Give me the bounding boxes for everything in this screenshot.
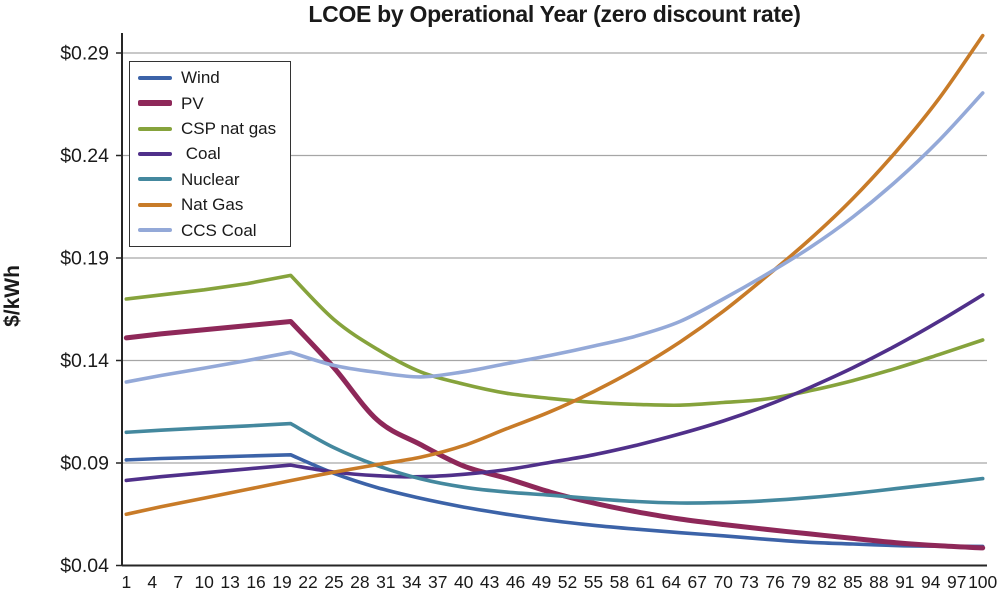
y-tick-label: $0.19 bbox=[60, 248, 109, 270]
series-line-csp-nat-gas bbox=[124, 273, 985, 408]
legend-label: Wind bbox=[181, 68, 220, 88]
x-tick-label: 16 bbox=[246, 572, 265, 592]
x-tick-label: 13 bbox=[220, 572, 239, 592]
x-tick-label: 4 bbox=[147, 572, 157, 592]
x-tick-label: 73 bbox=[739, 572, 758, 592]
x-tick-label: 79 bbox=[791, 572, 810, 592]
coal-line-swatch-icon bbox=[138, 151, 172, 157]
x-tick-label: 31 bbox=[376, 572, 395, 592]
series-line-ccs-coal bbox=[124, 91, 985, 384]
x-tick-label: 85 bbox=[843, 572, 862, 592]
y-tick-label: $0.04 bbox=[60, 555, 109, 577]
legend-label: CSP nat gas bbox=[181, 119, 277, 139]
x-tick-label: 94 bbox=[921, 572, 941, 592]
legend-item-csp-nat-gas: CSP nat gas bbox=[138, 116, 290, 141]
chart-title: LCOE by Operational Year (zero discount … bbox=[308, 1, 801, 27]
x-tick-label: 70 bbox=[713, 572, 733, 592]
nuclear-line-swatch-icon bbox=[138, 177, 172, 182]
series-line-nat-gas bbox=[124, 33, 985, 517]
x-tick-label: 64 bbox=[662, 572, 682, 592]
x-tick-label: 100 bbox=[968, 572, 997, 592]
y-tick-label: $0.09 bbox=[60, 453, 109, 475]
legend-label: Nat Gas bbox=[181, 195, 244, 215]
series-line-nuclear bbox=[124, 421, 985, 505]
pv-line-swatch-icon bbox=[138, 100, 172, 106]
y-axis-title: $/kWh bbox=[1, 265, 24, 327]
legend-label: CCS Coal bbox=[181, 220, 257, 240]
series-line-pv bbox=[123, 319, 986, 551]
y-tick-label: $0.24 bbox=[60, 145, 109, 167]
x-tick-label: 67 bbox=[687, 572, 706, 592]
x-tick-label: 28 bbox=[350, 572, 369, 592]
wind-line-swatch-icon bbox=[138, 75, 172, 80]
x-tick-label: 25 bbox=[324, 572, 343, 592]
x-tick-label: 1 bbox=[121, 572, 131, 592]
x-tick-label: 46 bbox=[506, 572, 525, 592]
x-tick-label: 19 bbox=[272, 572, 291, 592]
legend-item-pv: PV bbox=[138, 91, 290, 116]
series-line-coal bbox=[124, 293, 985, 483]
legend-label: Coal bbox=[181, 144, 221, 164]
series-line-wind bbox=[124, 453, 985, 549]
csp-line-swatch-icon bbox=[138, 126, 172, 131]
x-tick-label: 43 bbox=[480, 572, 499, 592]
legend: Wind PV CSP nat gas Coal Nuclear Nat Gas… bbox=[129, 61, 291, 247]
x-tick-label: 55 bbox=[584, 572, 603, 592]
legend-item-nat-gas: Nat Gas bbox=[138, 192, 290, 217]
legend-item-nuclear: Nuclear bbox=[138, 167, 290, 192]
x-tick-label: 34 bbox=[402, 572, 422, 592]
x-tick-label: 82 bbox=[817, 572, 836, 592]
x-tick-label: 40 bbox=[454, 572, 474, 592]
y-tick-label: $0.14 bbox=[60, 350, 109, 372]
x-tick-label: 22 bbox=[298, 572, 317, 592]
legend-label: PV bbox=[181, 93, 204, 113]
y-tick-label: $0.29 bbox=[60, 43, 109, 65]
legend-item-ccs-coal: CCS Coal bbox=[138, 218, 290, 243]
x-tick-label: 61 bbox=[636, 572, 655, 592]
x-tick-label: 58 bbox=[610, 572, 629, 592]
legend-label: Nuclear bbox=[181, 169, 240, 189]
legend-item-coal: Coal bbox=[138, 141, 290, 166]
x-tick-label: 37 bbox=[428, 572, 447, 592]
nat-gas-line-swatch-icon bbox=[138, 202, 172, 207]
x-tick-label: 49 bbox=[532, 572, 551, 592]
x-tick-label: 91 bbox=[895, 572, 914, 592]
x-tick-label: 7 bbox=[173, 572, 183, 592]
x-tick-label: 10 bbox=[194, 572, 214, 592]
legend-item-wind: Wind bbox=[138, 65, 290, 90]
x-tick-label: 88 bbox=[869, 572, 888, 592]
x-tick-label: 97 bbox=[947, 572, 966, 592]
x-tick-label: 76 bbox=[765, 572, 784, 592]
ccs-coal-line-swatch-icon bbox=[138, 228, 172, 233]
x-tick-label: 52 bbox=[558, 572, 577, 592]
